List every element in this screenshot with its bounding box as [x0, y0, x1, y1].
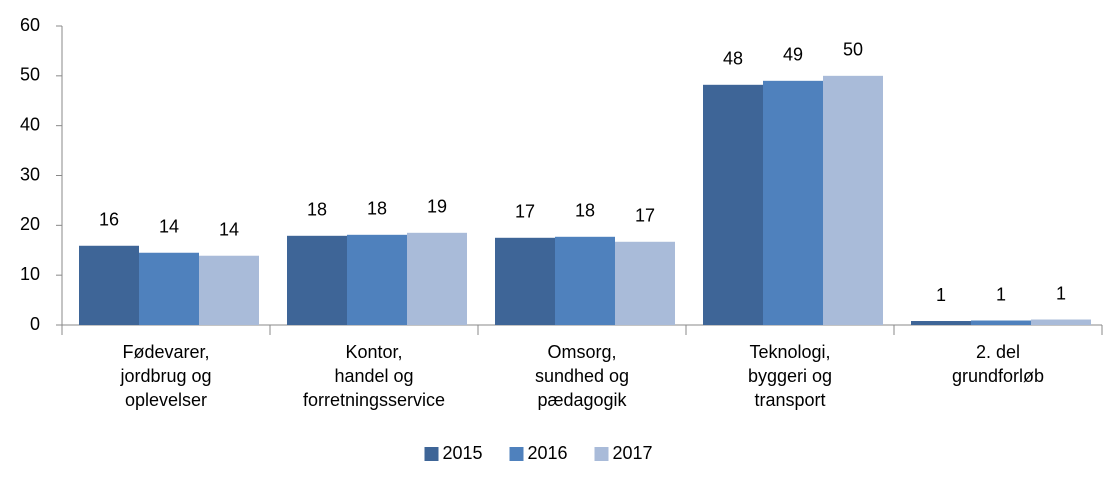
data-label: 1 [1056, 283, 1066, 303]
data-label: 50 [843, 40, 863, 60]
y-tick-label: 60 [20, 15, 40, 35]
legend-swatch [424, 447, 439, 461]
y-tick-label: 10 [20, 264, 40, 284]
y-tick-label: 0 [30, 314, 40, 334]
bar [763, 80, 823, 325]
bar [703, 84, 763, 325]
legend-label: 2015 [443, 443, 483, 463]
y-tick-label: 40 [20, 114, 40, 134]
bar [287, 235, 347, 325]
bar [347, 234, 407, 325]
data-label: 49 [783, 45, 803, 65]
data-label: 19 [427, 197, 447, 217]
data-label: 48 [723, 49, 743, 69]
x-tick-label: Kontor, handel og forretningsservice [302, 342, 446, 410]
bar [615, 241, 675, 325]
bar [199, 255, 259, 325]
data-label: 1 [936, 285, 946, 305]
bar [911, 321, 971, 325]
x-tick-label: Omsorg, sundhed og pædagogik [534, 342, 630, 410]
data-label: 18 [575, 201, 595, 221]
bar [139, 252, 199, 325]
bar [971, 320, 1031, 325]
bar [823, 75, 883, 325]
x-tick-label: Teknologi, byggeri og transport [747, 342, 833, 410]
bar [1031, 319, 1091, 325]
bar [495, 237, 555, 325]
legend-swatch [509, 447, 524, 461]
bar [79, 245, 139, 325]
legend-label: 2017 [613, 443, 653, 463]
x-tick-label: 2. del grundforløb [951, 342, 1045, 386]
data-label: 14 [159, 216, 179, 236]
data-label: 18 [367, 199, 387, 219]
y-tick-label: 20 [20, 214, 40, 234]
x-tick-label: Fødevarer, jordbrug og oplevelser [120, 342, 212, 410]
data-label: 17 [635, 206, 655, 226]
y-tick-label: 30 [20, 164, 40, 184]
data-label: 14 [219, 219, 239, 239]
data-label: 18 [307, 200, 327, 220]
data-label: 1 [996, 284, 1006, 304]
data-label: 17 [515, 202, 535, 222]
data-label: 16 [99, 210, 119, 230]
y-tick-label: 50 [20, 65, 40, 85]
legend-swatch [594, 447, 609, 461]
bar [407, 232, 467, 325]
legend-label: 2016 [528, 443, 568, 463]
bar [555, 236, 615, 325]
